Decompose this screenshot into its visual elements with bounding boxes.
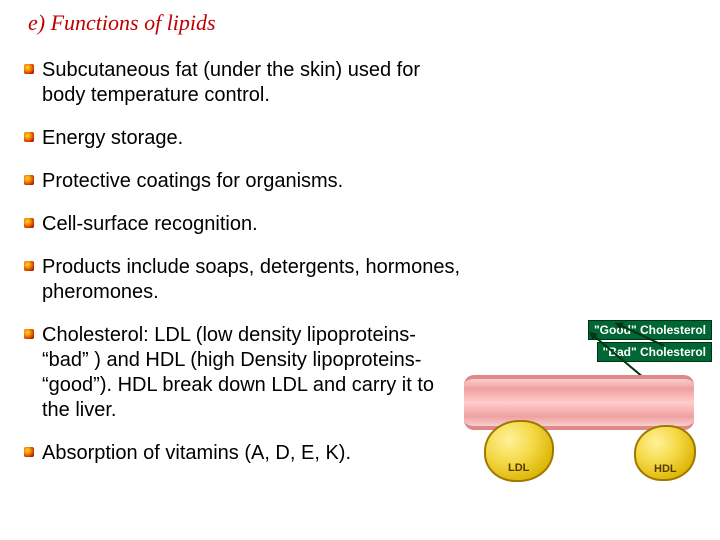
- slide-title: e) Functions of lipids: [28, 10, 216, 36]
- list-item: Cholesterol: LDL (low density lipoprotei…: [24, 323, 464, 423]
- bullet-text: Subcutaneous fat (under the skin) used f…: [42, 58, 464, 108]
- blood-vessel-graphic: [464, 375, 694, 430]
- bullet-text: Cell-surface recognition.: [42, 212, 258, 237]
- bullet-text: Protective coatings for organisms.: [42, 169, 343, 194]
- ldl-label: LDL: [508, 462, 529, 474]
- ldl-blob: LDL: [484, 420, 554, 482]
- hdl-label: HDL: [654, 463, 677, 475]
- bullet-icon: [24, 218, 34, 228]
- bullet-icon: [24, 132, 34, 142]
- bullet-text: Cholesterol: LDL (low density lipoprotei…: [42, 323, 464, 423]
- cholesterol-illustration: "Good" Cholesterol "Bad" Cholesterol LDL…: [454, 320, 714, 500]
- list-item: Absorption of vitamins (A, D, E, K).: [24, 441, 464, 466]
- bullet-icon: [24, 329, 34, 339]
- list-item: Protective coatings for organisms.: [24, 169, 464, 194]
- bullet-icon: [24, 175, 34, 185]
- bullet-icon: [24, 64, 34, 74]
- list-item: Subcutaneous fat (under the skin) used f…: [24, 58, 464, 108]
- bullet-text: Absorption of vitamins (A, D, E, K).: [42, 441, 351, 466]
- bullet-list: Subcutaneous fat (under the skin) used f…: [24, 58, 464, 484]
- good-cholesterol-label: "Good" Cholesterol: [588, 320, 712, 340]
- list-item: Products include soaps, detergents, horm…: [24, 255, 464, 305]
- bullet-text: Products include soaps, detergents, horm…: [42, 255, 464, 305]
- list-item: Energy storage.: [24, 126, 464, 151]
- bullet-icon: [24, 447, 34, 457]
- bullet-text: Energy storage.: [42, 126, 183, 151]
- list-item: Cell-surface recognition.: [24, 212, 464, 237]
- hdl-blob: HDL: [634, 425, 696, 481]
- bullet-icon: [24, 261, 34, 271]
